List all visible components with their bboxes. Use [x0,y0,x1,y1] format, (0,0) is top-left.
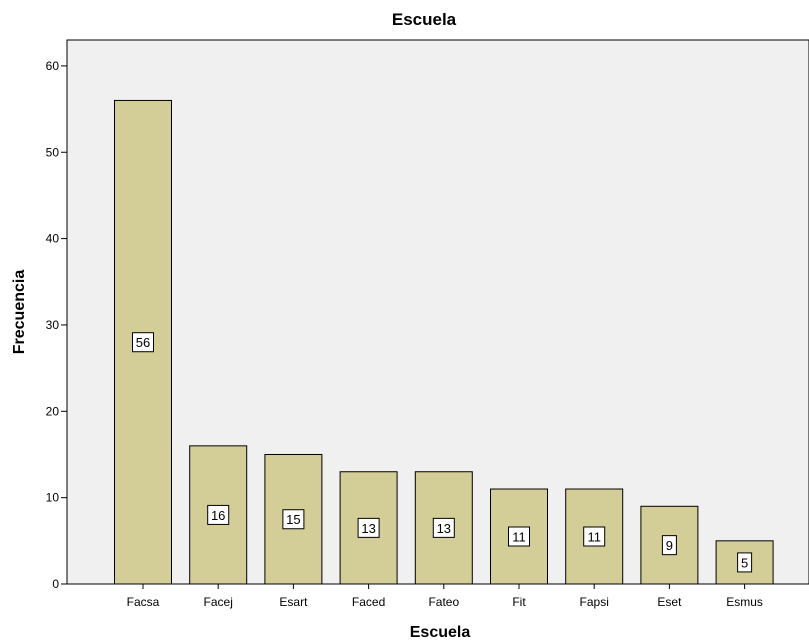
data-label-box [207,504,230,525]
x-tick-label: Fit [512,595,526,609]
y-axis-title: Frecuencia [11,270,28,355]
y-tick-label: 50 [46,145,60,159]
data-label: 9 [666,538,673,553]
y-tick-label: 10 [46,491,60,505]
x-tick-label: Esart [279,595,308,609]
chart-title: Escuela [392,10,457,29]
data-label-box [737,552,753,573]
y-axis: 0 10 20 30 40 50 60 [46,59,67,591]
data-label: 11 [587,530,601,545]
data-label: 56 [136,335,150,350]
data-label-box [132,332,154,353]
bars: 56 16 15 13 13 11 11 9 5 [114,99,774,585]
x-tick-label: Esmus [726,595,763,609]
y-tick-label: 0 [52,577,59,591]
data-label: 15 [286,512,300,527]
data-label-box [282,509,305,530]
x-axis-title: Escuela [410,624,471,641]
x-tick-label: Facsa [127,595,160,609]
data-label-box [508,526,530,547]
x-tick-label: Fapsi [580,595,609,609]
y-tick-label: 60 [46,59,60,73]
x-tick-label: Faced [352,595,385,609]
data-label: 5 [741,555,748,570]
data-label: 11 [512,530,526,545]
data-label-box [583,526,606,547]
data-label-box [432,517,455,538]
x-tick-label: Eset [657,595,682,609]
data-label: 16 [211,508,225,523]
x-tick-label: Facej [204,595,233,609]
data-label-box [357,517,380,538]
x-axis: Facsa Facej Esart Faced Fateo Fit Fapsi Eset Esm… [127,584,763,609]
x-tick-label: Fateo [428,595,459,609]
y-tick-label: 20 [46,404,60,418]
data-label: 13 [361,521,375,536]
y-tick-label: 30 [46,318,60,332]
data-label-box [661,535,677,556]
data-label: 13 [437,521,451,536]
y-tick-label: 40 [46,232,60,246]
